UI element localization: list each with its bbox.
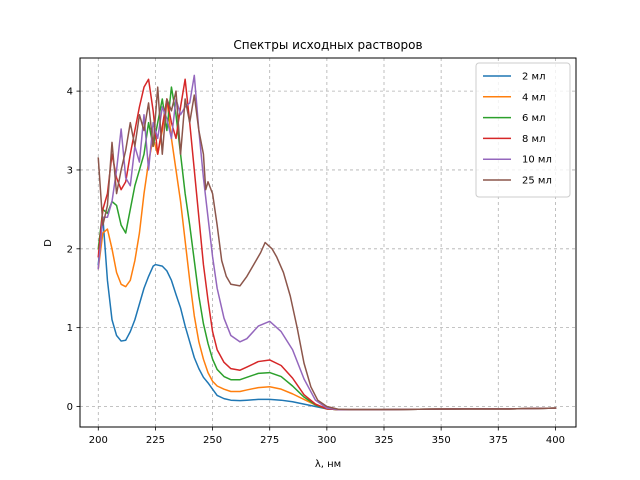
x-tick-label: 225 xyxy=(146,435,165,446)
chart-title: Спектры исходных растворов xyxy=(233,38,422,52)
x-tick-label: 300 xyxy=(317,435,336,446)
legend: 2 мл 4 мл 6 мл 8 мл 10 мл 25 мл xyxy=(475,62,571,198)
legend-label-3: 8 мл xyxy=(522,134,545,145)
legend-label-2: 6 мл xyxy=(522,113,545,124)
x-axis-label: λ, нм xyxy=(315,459,341,470)
x-tick-label: 350 xyxy=(432,435,451,446)
legend-label-1: 4 мл xyxy=(522,92,545,103)
series-line-5 xyxy=(97,86,557,411)
plot-frame xyxy=(79,57,577,428)
x-tick-label: 250 xyxy=(203,435,222,446)
y-axis-label: D xyxy=(43,239,54,247)
legend-items: 2 мл 4 мл 6 мл 8 мл 10 мл 25 мл xyxy=(483,72,552,187)
x-tick-label: 375 xyxy=(489,435,508,446)
y-tick-label: 4 xyxy=(67,87,73,98)
x-tick-label: 325 xyxy=(374,435,393,446)
series-layer xyxy=(97,74,557,411)
y-tick-label: 1 xyxy=(67,323,73,334)
y-axis-ticks: 0 1 2 3 4 xyxy=(67,87,80,413)
x-tick-label: 275 xyxy=(260,435,279,446)
legend-label-0: 2 мл xyxy=(522,72,545,83)
x-tick-label: 400 xyxy=(546,435,565,446)
legend-label-5: 25 мл xyxy=(522,176,552,187)
series-line-3 xyxy=(97,78,557,411)
x-axis-ticks: 200 225 250 275 300 325 350 375 400 xyxy=(89,427,565,446)
y-tick-label: 3 xyxy=(67,165,73,176)
y-tick-label: 2 xyxy=(67,244,73,255)
y-tick-label: 0 xyxy=(67,402,73,413)
x-tick-label: 200 xyxy=(89,435,108,446)
legend-label-4: 10 мл xyxy=(522,155,552,166)
